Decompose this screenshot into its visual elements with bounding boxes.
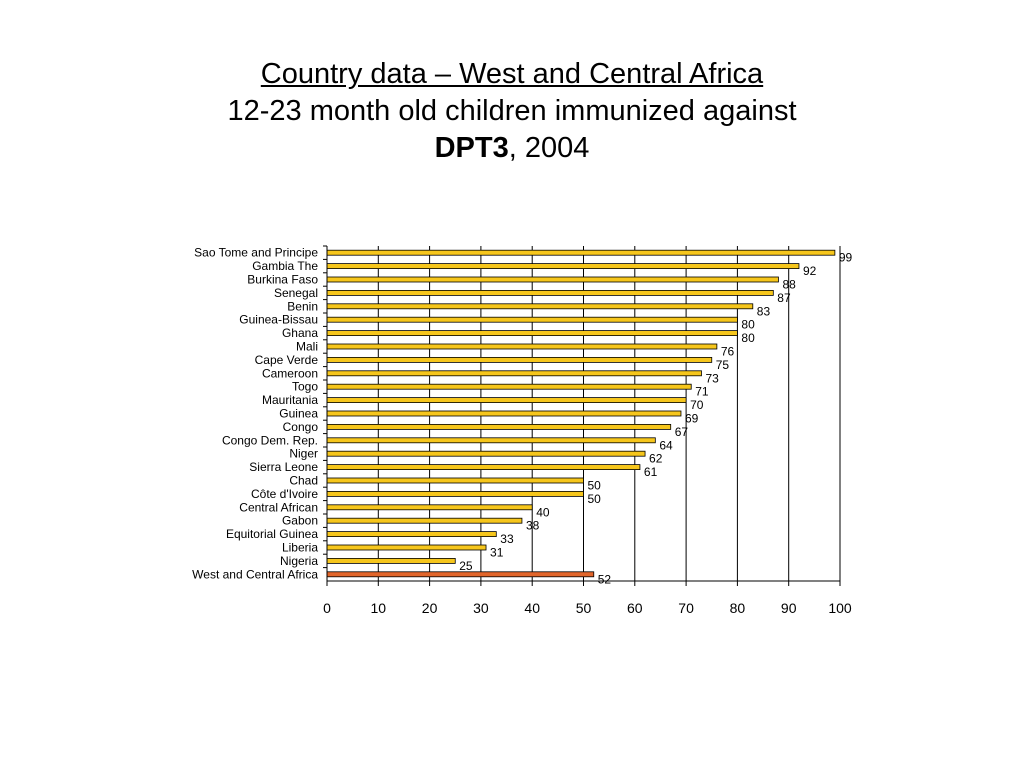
- value-label: 92: [803, 264, 817, 278]
- value-label: 61: [644, 465, 658, 479]
- bar: [326, 464, 641, 471]
- value-label: 62: [649, 452, 663, 466]
- bar: [326, 276, 779, 283]
- value-label: 64: [659, 438, 673, 452]
- value-label: 73: [705, 371, 719, 385]
- category-label: Senegal: [274, 286, 318, 300]
- category-label: Burkina Faso: [247, 273, 318, 287]
- axes: [323, 245, 841, 586]
- category-label: Nigeria: [280, 554, 318, 568]
- category-label: Niger: [289, 447, 318, 461]
- title-line-3: DPT3, 2004: [0, 130, 1024, 167]
- bar: [326, 437, 656, 444]
- bar: [326, 544, 487, 551]
- x-tick-label: 10: [371, 600, 387, 616]
- category-label: Congo Dem. Rep.: [222, 433, 318, 447]
- title-year: , 2004: [508, 132, 590, 164]
- category-label: West and Central Africa: [192, 567, 318, 581]
- category-label: Benin: [287, 299, 318, 313]
- bar: [326, 249, 836, 256]
- bar: [326, 477, 584, 484]
- value-label: 52: [598, 572, 612, 586]
- value-label: 33: [500, 532, 514, 546]
- category-label: Chad: [289, 474, 318, 488]
- title-line-2: 12-23 month old children immunized again…: [227, 95, 797, 127]
- bar: [326, 517, 523, 524]
- bar: [326, 450, 646, 457]
- bar: [326, 356, 713, 363]
- x-tick-label: 50: [576, 600, 592, 616]
- value-label: 80: [741, 318, 755, 332]
- value-label: 83: [757, 304, 771, 318]
- value-label: 71: [695, 385, 709, 399]
- category-label: Mali: [296, 340, 318, 354]
- category-label: Cameroon: [262, 366, 318, 380]
- title-line-1: Country data – West and Central Africa: [260, 58, 764, 90]
- value-label: 67: [675, 425, 689, 439]
- category-label: Guinea: [279, 407, 318, 421]
- bar: [326, 316, 738, 323]
- value-label: 50: [588, 479, 602, 493]
- x-tick-label: 20: [422, 600, 438, 616]
- category-label: Sierra Leone: [249, 460, 318, 474]
- value-label: 40: [536, 505, 550, 519]
- category-label: Gabon: [282, 514, 318, 528]
- value-label: 80: [741, 331, 755, 345]
- x-tick-label: 60: [627, 600, 643, 616]
- category-label: Gambia The: [252, 259, 318, 273]
- category-label: Congo: [283, 420, 319, 434]
- value-label: 38: [526, 519, 540, 533]
- bar: [326, 531, 497, 537]
- value-label: 31: [490, 546, 504, 560]
- value-label: 70: [690, 398, 704, 412]
- value-label: 75: [716, 358, 730, 372]
- category-label: Equitorial Guinea: [226, 527, 318, 541]
- x-tick-label: 100: [828, 600, 852, 616]
- value-label: 76: [721, 345, 735, 359]
- bar: [326, 289, 774, 296]
- category-label: Ghana: [282, 326, 318, 340]
- bar: [326, 383, 692, 390]
- category-label: Cape Verde: [255, 353, 319, 367]
- x-tick-label: 80: [730, 600, 746, 616]
- chart-title: Country data – West and Central Africa 1…: [0, 56, 1024, 167]
- bar: [326, 263, 800, 270]
- value-label: 25: [459, 559, 473, 573]
- x-tick-label: 0: [323, 600, 331, 616]
- bar: [326, 343, 718, 350]
- category-label: Guinea-Bissau: [239, 313, 318, 327]
- x-tick-label: 40: [524, 600, 540, 616]
- bar: [326, 410, 682, 417]
- bar: [326, 397, 687, 404]
- value-label: 88: [782, 278, 796, 292]
- x-tick-labels: 0 10 20 30 40 50 60 70 80 90 100: [323, 600, 852, 616]
- bars: [326, 249, 836, 578]
- title-dpt3: DPT3: [434, 132, 509, 164]
- value-label: 87: [777, 291, 791, 305]
- category-label: Mauritania: [262, 393, 318, 407]
- x-tick-label: 70: [678, 600, 694, 616]
- category-label: Central African: [239, 500, 318, 514]
- category-label: Sao Tome and Principe: [194, 246, 318, 260]
- category-label: Togo: [292, 380, 318, 394]
- bar: [326, 330, 738, 337]
- value-label: 99: [839, 251, 853, 265]
- bar: [326, 370, 702, 377]
- bar: [326, 504, 533, 511]
- bar: [326, 490, 584, 497]
- bar: [326, 423, 672, 430]
- value-label: 50: [588, 492, 602, 506]
- x-tick-label: 90: [781, 600, 797, 616]
- category-label: Liberia: [282, 541, 318, 555]
- x-tick-label: 30: [473, 600, 489, 616]
- bar: [326, 558, 456, 564]
- value-label: 69: [685, 412, 699, 426]
- bar: [326, 303, 754, 310]
- category-label: Côte d'Ivoire: [251, 487, 318, 501]
